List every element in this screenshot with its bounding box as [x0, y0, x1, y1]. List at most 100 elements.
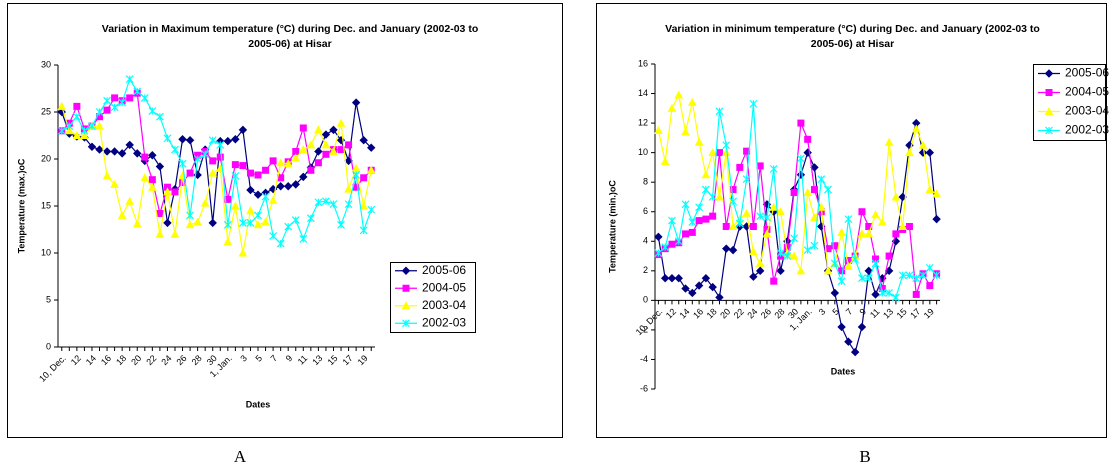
- marker: [208, 168, 218, 177]
- marker: [905, 223, 913, 230]
- marker: [261, 192, 270, 201]
- marker: [118, 98, 127, 107]
- marker: [239, 162, 247, 170]
- legend-marker: [401, 266, 411, 275]
- marker: [329, 125, 338, 135]
- marker: [223, 237, 233, 246]
- marker: [702, 215, 710, 223]
- marker: [925, 263, 934, 272]
- y-tick-label: 12: [638, 117, 648, 127]
- marker: [790, 234, 799, 243]
- marker: [223, 136, 233, 146]
- x-tick-label: 3: [238, 353, 249, 364]
- marker: [803, 148, 812, 157]
- marker: [186, 211, 195, 220]
- marker: [871, 210, 880, 219]
- marker: [858, 274, 866, 283]
- legend-label: 2005-06: [1065, 66, 1109, 80]
- marker: [682, 230, 690, 238]
- marker: [715, 149, 723, 157]
- legend-label: 2005-06: [422, 263, 466, 277]
- marker: [877, 217, 887, 226]
- marker: [314, 147, 323, 156]
- series-line: [657, 93, 937, 274]
- marker: [321, 140, 331, 149]
- marker: [366, 165, 376, 174]
- marker: [728, 221, 738, 230]
- marker: [749, 99, 758, 108]
- legend-marker: [401, 301, 411, 310]
- marker: [681, 127, 690, 136]
- marker: [681, 200, 690, 209]
- y-tick-label: 4: [643, 236, 648, 246]
- marker: [231, 201, 240, 210]
- marker: [810, 213, 819, 222]
- marker: [321, 130, 331, 139]
- marker: [261, 217, 270, 226]
- marker: [103, 106, 111, 114]
- x-tick-label: 24: [745, 306, 759, 320]
- marker: [269, 232, 278, 241]
- marker: [126, 94, 134, 102]
- marker: [668, 240, 676, 248]
- marker: [111, 94, 119, 102]
- legend-marker: [1045, 126, 1053, 135]
- marker: [246, 169, 254, 177]
- y-tick-label: -6: [640, 383, 648, 393]
- marker: [132, 219, 142, 228]
- marker: [674, 273, 683, 283]
- marker: [178, 135, 187, 144]
- x-tick-label: 18: [705, 306, 719, 320]
- marker: [701, 170, 711, 179]
- marker: [87, 142, 97, 151]
- marker: [769, 164, 778, 173]
- marker: [891, 293, 900, 302]
- marker: [762, 229, 772, 238]
- marker: [351, 163, 361, 172]
- marker: [73, 102, 81, 110]
- marker: [756, 212, 765, 221]
- marker: [337, 220, 345, 229]
- marker: [64, 126, 74, 135]
- legend-label: 2003-04: [422, 298, 466, 312]
- y-tick-label: 10: [638, 147, 648, 157]
- marker: [193, 155, 202, 163]
- marker: [688, 218, 697, 226]
- marker: [367, 205, 376, 214]
- marker: [178, 159, 187, 168]
- marker: [216, 153, 224, 161]
- x-axis-label: Dates: [831, 366, 856, 376]
- marker: [654, 125, 663, 134]
- marker: [291, 180, 300, 189]
- marker: [148, 107, 157, 115]
- marker: [283, 182, 293, 191]
- marker: [155, 162, 165, 171]
- marker: [844, 215, 853, 224]
- marker: [276, 182, 285, 191]
- marker: [823, 266, 833, 275]
- marker: [367, 143, 376, 152]
- marker: [299, 172, 308, 182]
- marker: [701, 185, 710, 194]
- marker: [262, 166, 270, 174]
- marker: [729, 197, 737, 206]
- marker: [878, 289, 887, 297]
- y-axis-label: Temperature (max.)oC: [16, 158, 26, 253]
- marker: [708, 193, 717, 201]
- marker: [133, 149, 142, 158]
- marker: [708, 148, 718, 157]
- marker: [850, 347, 860, 357]
- marker: [871, 290, 880, 299]
- x-tick-label: 3: [817, 306, 828, 317]
- marker: [796, 266, 806, 275]
- marker: [209, 157, 217, 165]
- marker: [722, 223, 730, 230]
- marker: [810, 186, 818, 194]
- y-tick-label: 8: [643, 177, 648, 187]
- marker: [708, 282, 717, 292]
- marker: [110, 103, 119, 112]
- marker: [208, 136, 217, 145]
- marker: [329, 146, 338, 155]
- x-tick-label: 7: [269, 353, 280, 364]
- marker: [125, 140, 134, 150]
